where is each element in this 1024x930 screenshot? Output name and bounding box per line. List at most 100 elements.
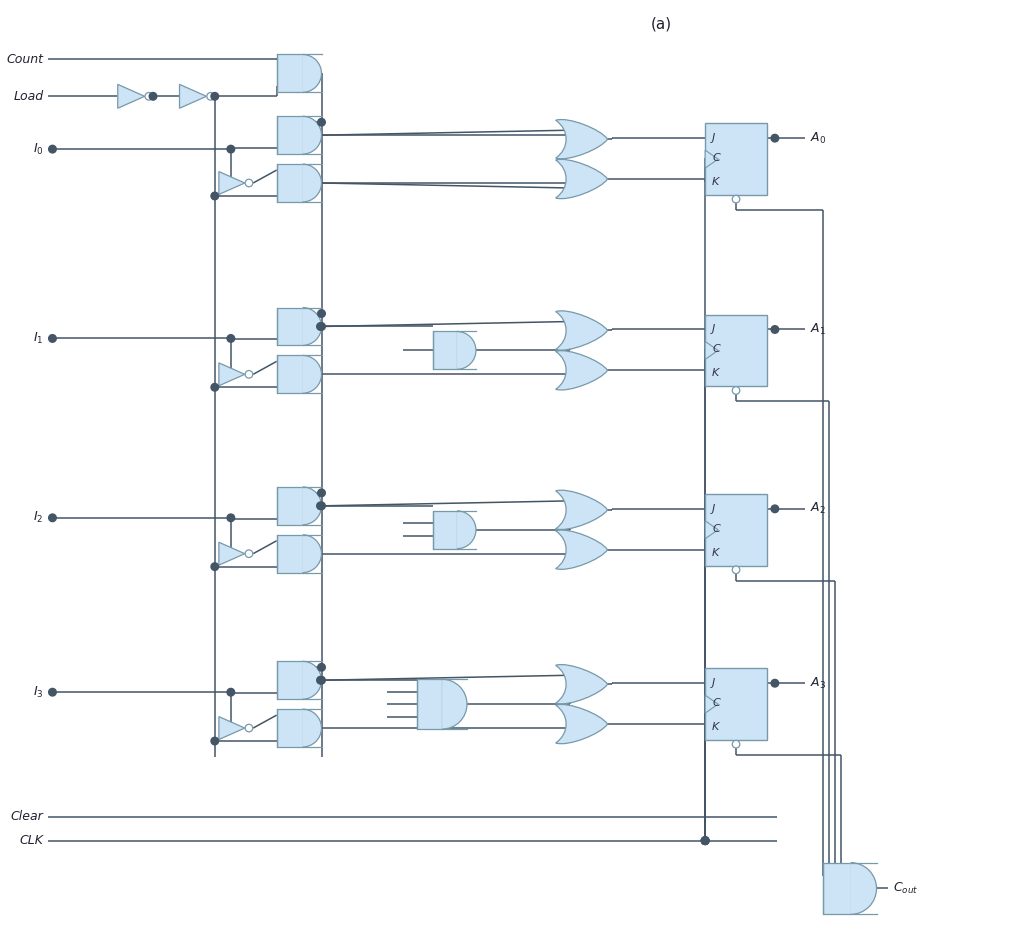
Polygon shape <box>302 164 322 202</box>
Text: $A_0$: $A_0$ <box>810 130 826 146</box>
Text: $I_2$: $I_2$ <box>33 511 43 525</box>
Circle shape <box>317 118 326 126</box>
Polygon shape <box>219 363 245 386</box>
Circle shape <box>49 145 56 153</box>
Text: C: C <box>712 698 720 708</box>
Text: K: K <box>712 722 720 732</box>
Text: K: K <box>712 177 720 187</box>
PathPatch shape <box>556 704 607 744</box>
Text: Clear: Clear <box>10 810 43 823</box>
Polygon shape <box>302 55 322 92</box>
Polygon shape <box>302 710 322 747</box>
PathPatch shape <box>556 530 607 569</box>
Text: $A_3$: $A_3$ <box>810 676 826 691</box>
PathPatch shape <box>556 665 607 704</box>
Polygon shape <box>302 355 322 393</box>
Circle shape <box>317 489 326 497</box>
Circle shape <box>245 550 253 557</box>
Polygon shape <box>302 487 322 525</box>
PathPatch shape <box>556 120 607 159</box>
Polygon shape <box>219 717 245 739</box>
Polygon shape <box>219 542 245 565</box>
Polygon shape <box>302 535 322 573</box>
Polygon shape <box>417 679 442 729</box>
Circle shape <box>245 179 253 187</box>
Circle shape <box>245 370 253 379</box>
Polygon shape <box>822 863 851 914</box>
Text: C: C <box>712 344 720 354</box>
Text: CLK: CLK <box>19 834 43 847</box>
Text: J: J <box>712 325 716 335</box>
Polygon shape <box>433 331 457 369</box>
Circle shape <box>771 505 778 512</box>
Circle shape <box>245 724 253 732</box>
Circle shape <box>49 335 56 342</box>
Polygon shape <box>219 171 245 194</box>
Polygon shape <box>302 308 322 345</box>
Polygon shape <box>302 661 322 699</box>
Bar <box>706 669 767 740</box>
Polygon shape <box>706 521 718 538</box>
Polygon shape <box>442 679 467 729</box>
Polygon shape <box>276 116 302 154</box>
Polygon shape <box>276 661 302 699</box>
Circle shape <box>701 837 709 844</box>
Circle shape <box>49 514 56 522</box>
Polygon shape <box>276 487 302 525</box>
Circle shape <box>211 563 218 570</box>
Circle shape <box>207 92 214 100</box>
Text: $C_{out}$: $C_{out}$ <box>894 881 919 896</box>
Circle shape <box>227 514 234 522</box>
Circle shape <box>316 502 325 510</box>
Polygon shape <box>706 150 718 168</box>
Polygon shape <box>276 710 302 747</box>
Circle shape <box>211 193 218 200</box>
Polygon shape <box>433 511 457 549</box>
Circle shape <box>317 502 326 510</box>
PathPatch shape <box>556 351 607 390</box>
Circle shape <box>771 134 778 142</box>
Polygon shape <box>179 85 207 108</box>
Circle shape <box>317 323 326 330</box>
Text: (a): (a) <box>650 16 672 31</box>
Polygon shape <box>457 511 476 549</box>
Text: C: C <box>712 524 720 534</box>
Polygon shape <box>118 85 144 108</box>
Text: $I_1$: $I_1$ <box>33 331 43 346</box>
Polygon shape <box>276 355 302 393</box>
Circle shape <box>211 737 218 745</box>
Circle shape <box>227 145 234 153</box>
Text: $A_2$: $A_2$ <box>810 501 825 516</box>
Circle shape <box>150 92 157 100</box>
Circle shape <box>145 92 153 100</box>
Circle shape <box>317 663 326 671</box>
PathPatch shape <box>556 490 607 529</box>
Polygon shape <box>276 164 302 202</box>
Text: K: K <box>712 548 720 558</box>
Text: J: J <box>712 133 716 143</box>
Polygon shape <box>706 696 718 713</box>
Circle shape <box>227 688 234 696</box>
Text: C: C <box>712 153 720 163</box>
Bar <box>706 494 767 565</box>
Text: $I_0$: $I_0$ <box>33 141 43 156</box>
Circle shape <box>771 680 778 687</box>
Circle shape <box>732 566 739 574</box>
Polygon shape <box>276 55 302 92</box>
Text: $A_1$: $A_1$ <box>810 322 825 337</box>
Circle shape <box>771 326 778 333</box>
Polygon shape <box>302 116 322 154</box>
Bar <box>706 123 767 195</box>
Text: Count: Count <box>6 53 43 66</box>
Circle shape <box>317 310 326 317</box>
Text: Load: Load <box>13 90 43 103</box>
Circle shape <box>701 837 709 844</box>
Circle shape <box>701 837 709 844</box>
Circle shape <box>701 837 709 844</box>
Polygon shape <box>457 331 476 369</box>
Text: J: J <box>712 678 716 688</box>
Circle shape <box>732 387 739 394</box>
Text: K: K <box>712 368 720 379</box>
PathPatch shape <box>556 311 607 350</box>
Polygon shape <box>276 535 302 573</box>
